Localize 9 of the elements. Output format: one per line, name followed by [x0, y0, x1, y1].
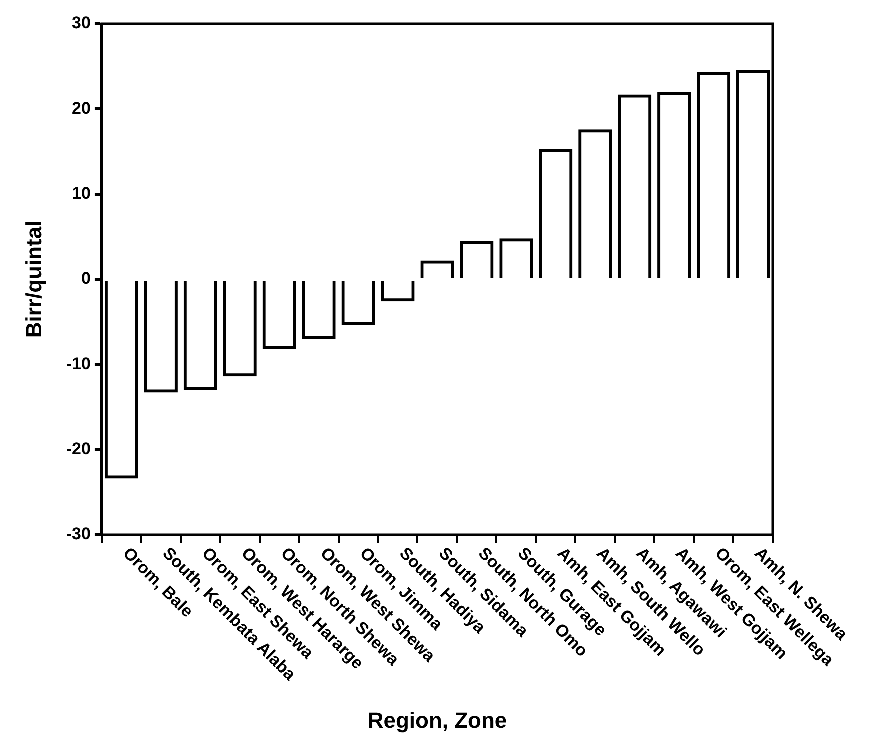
- y-tick-label: 30: [72, 14, 91, 33]
- y-tick-label: 20: [72, 98, 91, 118]
- y-tick-label: -20: [66, 440, 91, 459]
- y-tick-label: 10: [72, 184, 91, 204]
- y-tick-label: -30: [66, 524, 91, 544]
- x-axis-title: Region, Zone: [368, 708, 508, 733]
- y-axis-title: Birr/quintal: [21, 220, 46, 338]
- y-tick-label: -10: [66, 354, 91, 374]
- y-tick-label: 0: [82, 269, 91, 288]
